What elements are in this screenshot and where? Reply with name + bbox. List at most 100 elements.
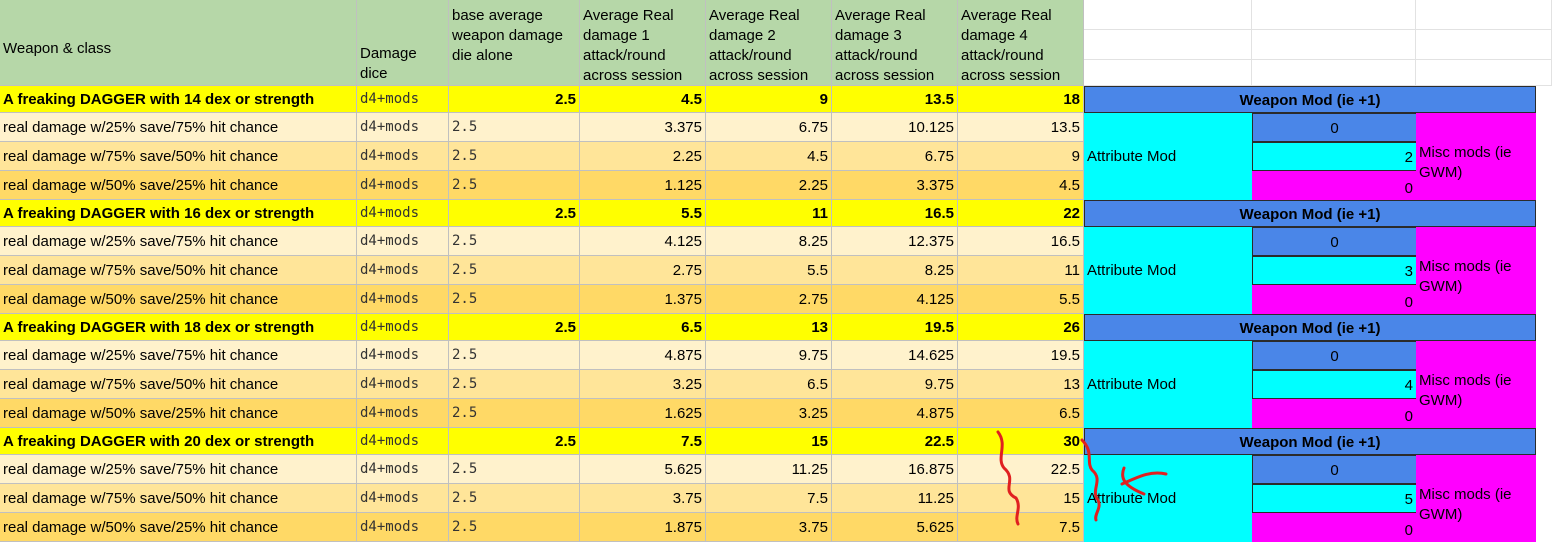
cell-a4[interactable]: 6.5 [958, 399, 1084, 428]
cell-base[interactable]: 2.5 [449, 142, 580, 171]
attribute-mod-value[interactable]: 2 [1252, 142, 1416, 171]
cell-a4[interactable]: 18 [958, 86, 1084, 113]
cell-a2[interactable]: 4.5 [706, 142, 832, 171]
attribute-mod-label[interactable]: Attribute Mod [1084, 113, 1252, 200]
cell-a1[interactable]: 5.5 [580, 200, 706, 227]
cell-dice[interactable]: d4+mods [357, 513, 449, 542]
cell-a3[interactable]: 6.75 [832, 142, 958, 171]
cell-base[interactable]: 2.5 [449, 256, 580, 285]
attribute-mod-value[interactable]: 5 [1252, 484, 1416, 513]
cell-label[interactable]: real damage w/25% save/75% hit chance [0, 227, 357, 256]
cell-a1[interactable]: 7.5 [580, 428, 706, 455]
weapon-mod-label[interactable]: Weapon Mod (ie +1) [1084, 200, 1536, 227]
cell-a1[interactable]: 3.375 [580, 113, 706, 142]
header-avg2[interactable]: Average Real damage 2 attack/round acros… [706, 0, 832, 86]
cell-a4[interactable]: 13 [958, 370, 1084, 399]
weapon-mod-label[interactable]: Weapon Mod (ie +1) [1084, 428, 1536, 455]
cell-base[interactable]: 2.5 [449, 113, 580, 142]
cell-dice[interactable]: d4+mods [357, 399, 449, 428]
cell-a2[interactable]: 7.5 [706, 484, 832, 513]
cell-a2[interactable]: 13 [706, 314, 832, 341]
cell-label[interactable]: real damage w/50% save/25% hit chance [0, 171, 357, 200]
weapon-mod-value[interactable]: 0 [1252, 455, 1416, 484]
cell-a1[interactable]: 2.75 [580, 256, 706, 285]
cell-a3[interactable]: 11.25 [832, 484, 958, 513]
cell-base[interactable]: 2.5 [449, 86, 580, 113]
cell-base[interactable]: 2.5 [449, 455, 580, 484]
header-avg4[interactable]: Average Real damage 4 attack/round acros… [958, 0, 1084, 86]
cell-a4[interactable]: 9 [958, 142, 1084, 171]
cell-a3[interactable]: 8.25 [832, 256, 958, 285]
cell-label[interactable]: A freaking DAGGER with 16 dex or strengt… [0, 200, 357, 227]
empty-cell[interactable] [1416, 0, 1552, 30]
cell-a2[interactable]: 9 [706, 86, 832, 113]
cell-a2[interactable]: 9.75 [706, 341, 832, 370]
weapon-mod-label[interactable]: Weapon Mod (ie +1) [1084, 86, 1536, 113]
weapon-mod-value[interactable]: 0 [1252, 227, 1416, 256]
cell-a4[interactable]: 26 [958, 314, 1084, 341]
cell-dice[interactable]: d4+mods [357, 484, 449, 513]
header-weapon-class[interactable]: Weapon & class [0, 0, 357, 86]
cell-a3[interactable]: 19.5 [832, 314, 958, 341]
header-avg1[interactable]: Average Real damage 1 attack/round acros… [580, 0, 706, 86]
attribute-mod-value[interactable]: 4 [1252, 370, 1416, 399]
cell-label[interactable]: A freaking DAGGER with 18 dex or strengt… [0, 314, 357, 341]
misc-mod-value[interactable]: 0 [1252, 285, 1416, 314]
empty-cell[interactable] [1252, 30, 1416, 60]
empty-cell[interactable] [1416, 60, 1552, 86]
cell-label[interactable]: real damage w/75% save/50% hit chance [0, 142, 357, 171]
cell-a3[interactable]: 9.75 [832, 370, 958, 399]
cell-a3[interactable]: 3.375 [832, 171, 958, 200]
attribute-mod-label[interactable]: Attribute Mod [1084, 227, 1252, 314]
empty-cell[interactable] [1416, 30, 1552, 60]
cell-a3[interactable]: 14.625 [832, 341, 958, 370]
cell-a2[interactable]: 6.75 [706, 113, 832, 142]
cell-a1[interactable]: 6.5 [580, 314, 706, 341]
cell-a1[interactable]: 4.875 [580, 341, 706, 370]
cell-a2[interactable]: 3.25 [706, 399, 832, 428]
misc-mod-value[interactable]: 0 [1252, 399, 1416, 428]
misc-mods-label[interactable]: Misc mods (ie GWM) [1416, 455, 1536, 542]
cell-a1[interactable]: 4.125 [580, 227, 706, 256]
cell-a3[interactable]: 5.625 [832, 513, 958, 542]
cell-a3[interactable]: 4.125 [832, 285, 958, 314]
attribute-mod-label[interactable]: Attribute Mod [1084, 341, 1252, 428]
cell-dice[interactable]: d4+mods [357, 341, 449, 370]
cell-label[interactable]: real damage w/50% save/25% hit chance [0, 285, 357, 314]
cell-a1[interactable]: 3.25 [580, 370, 706, 399]
cell-a1[interactable]: 1.375 [580, 285, 706, 314]
cell-a4[interactable]: 7.5 [958, 513, 1084, 542]
misc-mod-value[interactable]: 0 [1252, 171, 1416, 200]
cell-a1[interactable]: 3.75 [580, 484, 706, 513]
cell-a4[interactable]: 13.5 [958, 113, 1084, 142]
cell-dice[interactable]: d4+mods [357, 455, 449, 484]
cell-a3[interactable]: 22.5 [832, 428, 958, 455]
cell-label[interactable]: A freaking DAGGER with 14 dex or strengt… [0, 86, 357, 113]
cell-dice[interactable]: d4+mods [357, 86, 449, 113]
cell-a4[interactable]: 19.5 [958, 341, 1084, 370]
cell-a1[interactable]: 1.625 [580, 399, 706, 428]
cell-dice[interactable]: d4+mods [357, 171, 449, 200]
cell-a2[interactable]: 8.25 [706, 227, 832, 256]
cell-dice[interactable]: d4+mods [357, 428, 449, 455]
cell-a2[interactable]: 6.5 [706, 370, 832, 399]
cell-a4[interactable]: 15 [958, 484, 1084, 513]
cell-a3[interactable]: 4.875 [832, 399, 958, 428]
cell-label[interactable]: real damage w/25% save/75% hit chance [0, 455, 357, 484]
cell-a4[interactable]: 16.5 [958, 227, 1084, 256]
cell-a3[interactable]: 16.5 [832, 200, 958, 227]
cell-base[interactable]: 2.5 [449, 484, 580, 513]
cell-dice[interactable]: d4+mods [357, 370, 449, 399]
cell-a2[interactable]: 15 [706, 428, 832, 455]
cell-base[interactable]: 2.5 [449, 513, 580, 542]
cell-a1[interactable]: 4.5 [580, 86, 706, 113]
cell-a2[interactable]: 2.25 [706, 171, 832, 200]
cell-label[interactable]: real damage w/75% save/50% hit chance [0, 484, 357, 513]
empty-cell[interactable] [1252, 0, 1416, 30]
cell-a2[interactable]: 11 [706, 200, 832, 227]
header-base-average[interactable]: base average weapon damage die alone [449, 0, 580, 86]
cell-label[interactable]: real damage w/25% save/75% hit chance [0, 341, 357, 370]
cell-base[interactable]: 2.5 [449, 314, 580, 341]
cell-base[interactable]: 2.5 [449, 428, 580, 455]
misc-mods-label[interactable]: Misc mods (ie GWM) [1416, 113, 1536, 200]
